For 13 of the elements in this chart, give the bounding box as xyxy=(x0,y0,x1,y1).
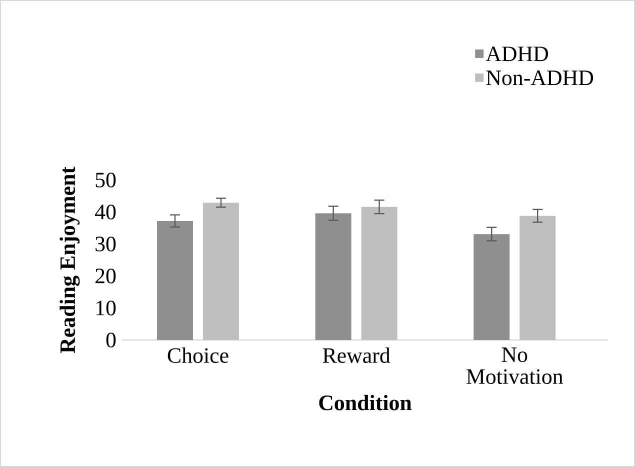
legend-label: Non-ADHD xyxy=(486,70,594,86)
x-tick-label: Reward xyxy=(322,348,390,363)
y-tick-label: 50 xyxy=(96,172,116,188)
x-tick-label: No Motivation xyxy=(466,348,563,384)
x-tick-label: Choice xyxy=(168,348,228,363)
y-tick-label: 20 xyxy=(96,268,116,284)
y-tick-label: 0 xyxy=(106,332,116,348)
y-tick-label: 40 xyxy=(94,204,116,220)
legend-label: ADHD xyxy=(486,46,548,62)
y-tick-label: 10 xyxy=(96,300,116,316)
y-axis-title: Reading Enjoyment xyxy=(60,166,80,354)
x-axis-title: Condition xyxy=(319,394,412,410)
y-tick-label: 30 xyxy=(96,236,116,252)
